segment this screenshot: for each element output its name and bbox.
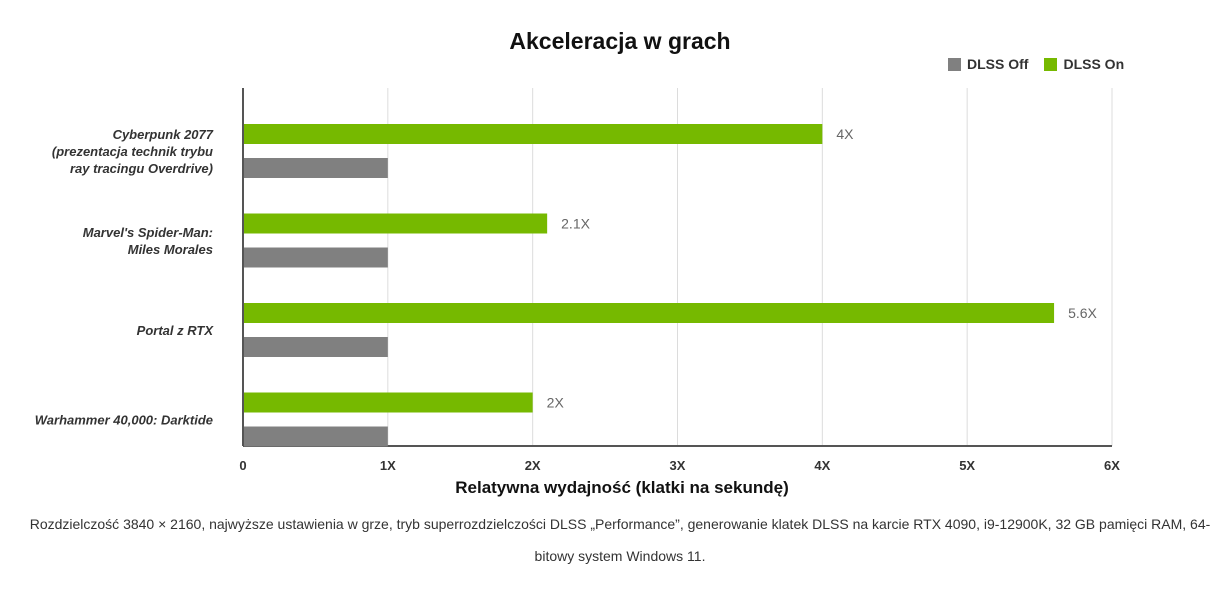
x-tick-label: 1X: [380, 458, 396, 473]
bar-dlss-off: [244, 426, 388, 447]
bar-dlss-off: [244, 158, 388, 178]
category-label: Portal z RTX: [137, 323, 215, 338]
x-tick-label: 0: [239, 458, 246, 473]
bar-dlss-off: [244, 247, 388, 268]
category-label: Warhammer 40,000: Darktide: [35, 413, 213, 428]
x-tick-label: 3X: [670, 458, 686, 473]
legend-label-dlss-off: DLSS Off: [967, 56, 1029, 72]
bar-dlss-on: [244, 124, 823, 144]
x-tick-label: 2X: [525, 458, 541, 473]
data-label: 4X: [836, 126, 854, 142]
x-tick-label: 6X: [1104, 458, 1120, 473]
x-axis-label: Relatywna wydajność (klatki na sekundę): [455, 478, 789, 497]
legend: DLSS Off DLSS On: [948, 56, 1140, 72]
bar-dlss-on: [244, 213, 548, 234]
bar-chart: 0 1X 2X 3X 4X 5X 6X Relatywna wydajność (klatki…: [35, 88, 1120, 497]
chart-title: Akceleracja w grach: [509, 28, 731, 54]
x-tick-label: 5X: [959, 458, 975, 473]
data-label: 2X: [547, 395, 565, 411]
legend-swatch-dlss-off: [948, 57, 961, 71]
legend-item-dlss-off: DLSS Off: [948, 56, 1028, 72]
data-label: 5.6X: [1068, 305, 1097, 321]
category-label: ray tracingu Overdrive): [70, 161, 213, 176]
category-label: (prezentacja technik trybu: [52, 144, 213, 159]
category-label: Marvel's Spider-Man:: [83, 225, 213, 240]
footnote: Rozdzielczość 3840 × 2160, najwyższe ust…: [29, 516, 1211, 564]
data-label: 2.1X: [561, 216, 590, 232]
category-label: Miles Morales: [128, 242, 213, 257]
bar-dlss-on: [244, 392, 533, 413]
bar-dlss-on: [244, 303, 1055, 323]
legend-swatch-dlss-on: [1044, 57, 1058, 71]
legend-label-dlss-on: DLSS On: [1063, 56, 1125, 72]
category-label: Cyberpunk 2077: [113, 127, 214, 142]
bar-dlss-off: [244, 337, 388, 357]
x-tick-label: 4X: [814, 458, 830, 473]
legend-item-dlss-on: DLSS On: [1044, 56, 1124, 72]
